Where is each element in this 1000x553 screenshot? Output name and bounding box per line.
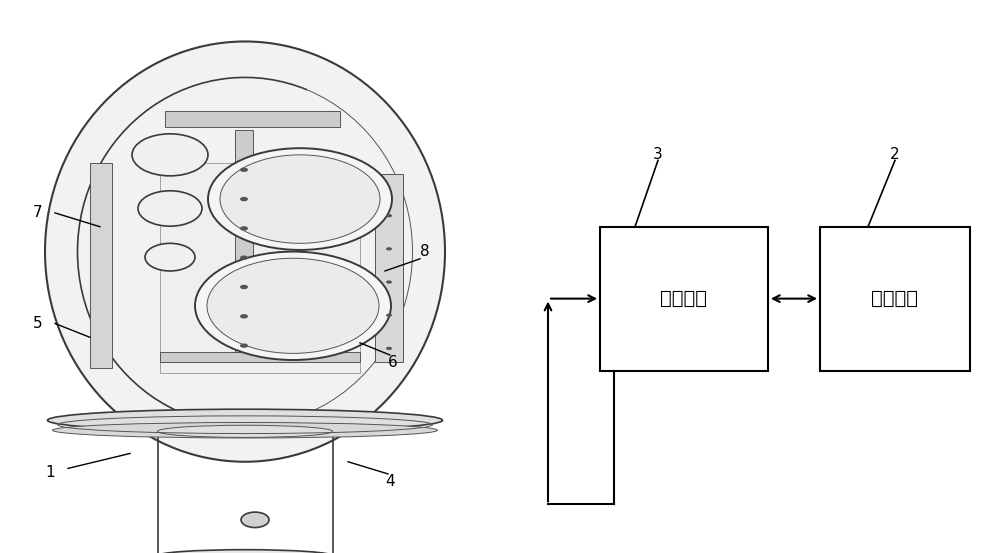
Text: 军械手柄: 军械手柄 <box>871 289 918 308</box>
Circle shape <box>240 255 248 260</box>
Text: 2: 2 <box>890 147 900 163</box>
Ellipse shape <box>45 41 445 462</box>
Circle shape <box>386 214 392 217</box>
Text: 5: 5 <box>33 316 43 331</box>
FancyBboxPatch shape <box>820 227 970 371</box>
Text: 4: 4 <box>385 473 395 489</box>
Circle shape <box>241 512 269 528</box>
Circle shape <box>386 314 392 317</box>
Circle shape <box>386 280 392 284</box>
Ellipse shape <box>158 425 332 437</box>
Bar <box>90 163 112 368</box>
Circle shape <box>386 347 392 350</box>
Circle shape <box>145 243 195 271</box>
Bar <box>160 163 360 373</box>
Circle shape <box>240 314 248 319</box>
Bar <box>165 111 340 127</box>
FancyBboxPatch shape <box>600 227 768 371</box>
Circle shape <box>240 226 248 231</box>
Circle shape <box>240 285 248 289</box>
Text: 7: 7 <box>33 205 43 221</box>
Circle shape <box>240 168 248 172</box>
Ellipse shape <box>158 550 332 553</box>
Circle shape <box>138 191 202 226</box>
Circle shape <box>220 155 380 243</box>
Ellipse shape <box>52 422 438 438</box>
Text: 3: 3 <box>653 147 663 163</box>
Ellipse shape <box>48 409 442 431</box>
Text: 6: 6 <box>388 354 398 370</box>
Circle shape <box>208 148 392 250</box>
Bar <box>235 130 253 362</box>
Circle shape <box>240 343 248 348</box>
Circle shape <box>195 252 391 360</box>
Circle shape <box>386 247 392 251</box>
Text: 8: 8 <box>420 244 430 259</box>
Circle shape <box>207 258 379 353</box>
Bar <box>160 352 360 362</box>
Circle shape <box>240 197 248 201</box>
Bar <box>375 174 403 362</box>
Text: 1: 1 <box>45 465 55 481</box>
Circle shape <box>132 134 208 176</box>
Text: 处理系统: 处理系统 <box>660 289 707 308</box>
